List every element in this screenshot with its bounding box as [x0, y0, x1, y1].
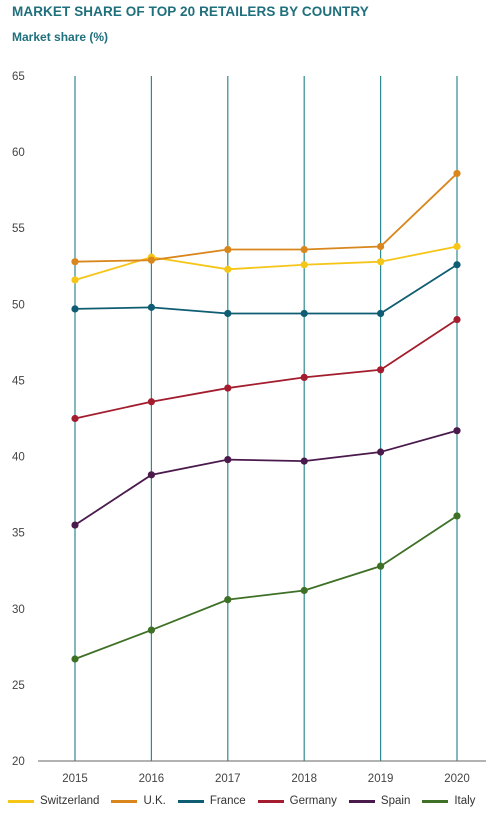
y-axis-label: Market share (%)	[12, 30, 109, 44]
data-point-u-k-2020	[453, 169, 461, 178]
data-point-spain-2019	[377, 448, 385, 456]
data-point-france-2017	[224, 309, 232, 318]
series-italy	[71, 512, 461, 663]
legend-label: France	[209, 795, 246, 807]
legend-item-switzerland: Switzerland	[8, 795, 99, 807]
legend-swatch	[422, 799, 449, 803]
data-point-italy-2018	[300, 586, 308, 595]
legend-label: U.K.	[143, 795, 166, 807]
x-tick-label: 2017	[215, 773, 241, 785]
data-point-italy-2019	[377, 562, 385, 570]
y-tick-label: 30	[12, 604, 25, 616]
data-point-spain-2020	[453, 427, 461, 435]
y-tick-label: 45	[12, 375, 25, 387]
series-line-germany	[74, 318, 458, 420]
data-point-switzerland-2020	[453, 242, 461, 251]
y-tick-label: 25	[12, 680, 25, 692]
data-point-germany-2018	[300, 373, 308, 381]
legend-label: Italy	[454, 795, 476, 807]
y-tick-label: 35	[12, 528, 25, 540]
data-point-spain-2018	[300, 457, 308, 465]
legend-swatch	[348, 799, 375, 803]
data-point-spain-2015	[71, 521, 79, 529]
data-point-france-2018	[300, 309, 308, 318]
data-point-germany-2017	[224, 384, 232, 392]
data-point-spain-2017	[224, 456, 232, 464]
x-tick-label: 2020	[444, 773, 470, 785]
data-point-switzerland-2017	[224, 265, 232, 273]
legend-item-u-k: U.K.	[111, 795, 166, 807]
y-tick-label: 50	[12, 299, 25, 311]
legend-swatch	[8, 799, 34, 803]
series-line-italy	[74, 515, 458, 660]
series-germany	[71, 315, 461, 423]
data-point-u-k-2015	[71, 258, 79, 266]
series-line-france	[74, 263, 458, 315]
legend-label: Spain	[380, 795, 411, 807]
data-point-italy-2017	[224, 596, 232, 604]
data-point-germany-2020	[453, 315, 461, 324]
y-tick-label: 65	[12, 71, 25, 83]
data-point-switzerland-2019	[377, 258, 385, 266]
series-line-u-k	[74, 172, 458, 263]
series-layer	[71, 169, 461, 663]
series-line-spain	[74, 429, 458, 526]
data-point-italy-2015	[71, 655, 79, 663]
series-france	[71, 261, 461, 318]
y-tick-label: 60	[12, 147, 25, 159]
data-point-switzerland-2015	[71, 276, 79, 284]
data-point-u-k-2017	[224, 245, 232, 254]
data-point-france-2020	[453, 261, 461, 269]
series-spain	[71, 427, 461, 529]
legend-swatch	[111, 799, 138, 803]
legend-swatch	[177, 799, 204, 803]
y-tick-label: 20	[12, 756, 25, 768]
data-point-spain-2016	[147, 471, 155, 479]
y-tick-label: 40	[12, 452, 25, 464]
chart-title: MARKET SHARE OF TOP 20 RETAILERS BY COUN…	[12, 4, 369, 19]
x-tick-label: 2016	[139, 773, 165, 785]
data-point-switzerland-2018	[300, 261, 308, 269]
line-chart: 20 25 30 35 40 45 50 55 60 65 2015 2016 2017 2018 2019…	[12, 71, 486, 785]
legend-swatch	[257, 799, 284, 803]
data-point-u-k-2016	[147, 256, 155, 264]
data-point-france-2015	[71, 305, 79, 313]
legend-item-spain: Spain	[348, 795, 411, 807]
legend-label: Germany	[289, 795, 337, 807]
data-point-u-k-2019	[377, 242, 385, 251]
data-point-germany-2016	[147, 398, 155, 406]
y-tick-label: 55	[12, 223, 25, 235]
x-tick-label: 2015	[62, 773, 88, 785]
data-point-france-2016	[147, 303, 155, 311]
series-line-switzerland	[74, 245, 458, 281]
legend-label: Switzerland	[40, 795, 100, 807]
legend: Switzerland U.K. France Germany Spain Italy	[8, 793, 493, 809]
x-tick-label: 2019	[368, 773, 394, 785]
axis-layer: 20 25 30 35 40 45 50 55 60 65 2015 2016 2017 2018 2019…	[12, 71, 486, 785]
data-point-germany-2015	[71, 414, 79, 423]
grid-layer	[74, 76, 458, 761]
data-point-u-k-2018	[300, 245, 308, 254]
x-tick-label: 2018	[291, 773, 317, 785]
legend-item-italy: Italy	[422, 795, 475, 807]
data-point-italy-2016	[147, 626, 155, 634]
series-u-k	[71, 169, 461, 266]
legend-item-france: France	[177, 795, 246, 807]
data-point-italy-2020	[453, 512, 461, 520]
legend-item-germany: Germany	[257, 795, 337, 807]
data-point-germany-2019	[377, 366, 385, 374]
data-point-france-2019	[377, 309, 385, 318]
